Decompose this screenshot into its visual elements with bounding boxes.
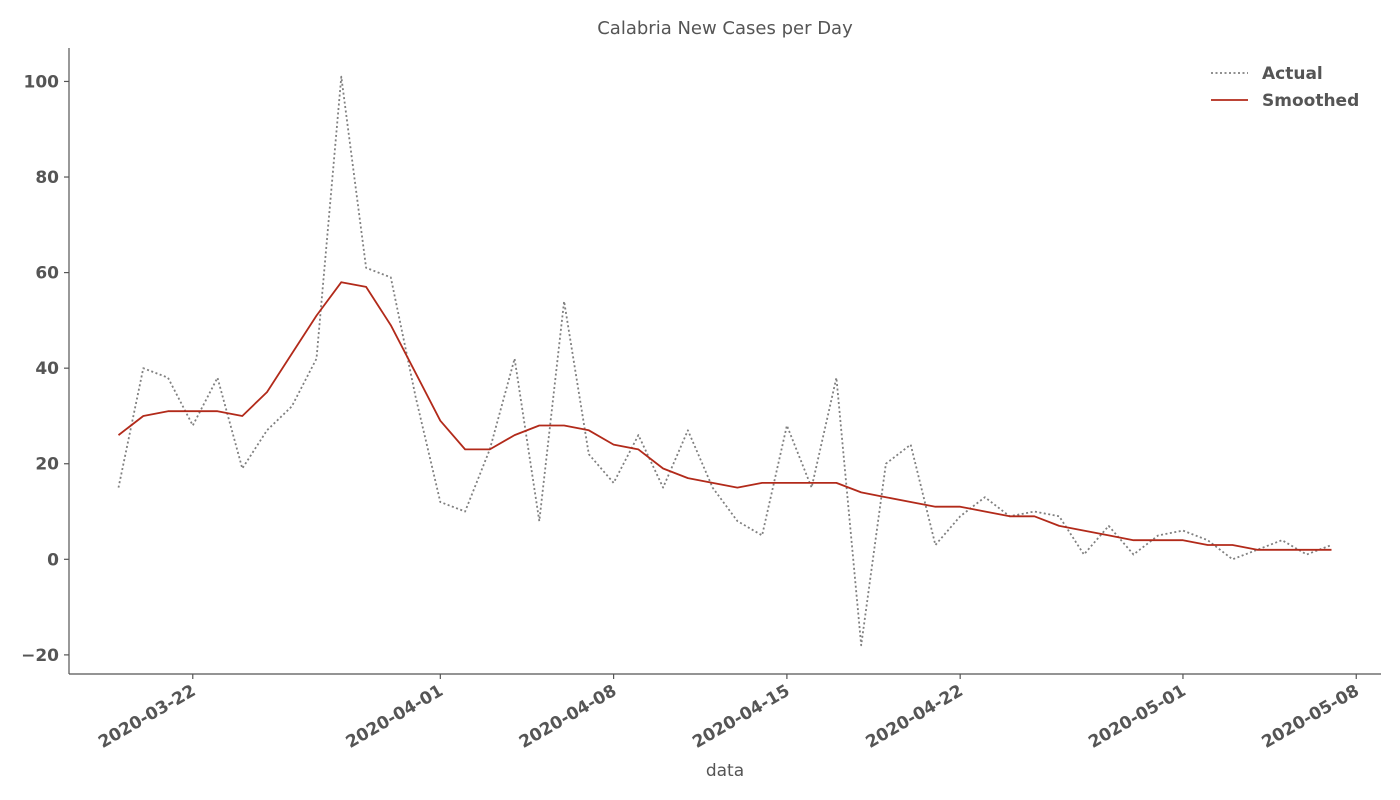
- legend-label-smoothed: Smoothed: [1262, 91, 1359, 111]
- x-axis-ticks: 2020-03-22 2020-04-01 2020-04-08 2020-04-15…: [95, 674, 1363, 753]
- chart-title: Calabria New Cases per Day: [597, 18, 853, 39]
- y-tick-label: 100: [24, 72, 60, 92]
- y-tick-label: −20: [21, 646, 59, 666]
- y-tick-label: 20: [35, 455, 59, 475]
- y-axis-ticks: −20 0 20 40 60 80 100: [21, 72, 69, 666]
- y-tick-label: 80: [35, 168, 59, 188]
- series-line-actual: [117, 75, 1332, 647]
- x-tick-label: 2020-04-08: [516, 681, 620, 753]
- legend: Actual Smoothed: [1211, 64, 1359, 111]
- plot-area: [117, 75, 1332, 647]
- x-tick-label: 2020-04-01: [343, 681, 447, 753]
- x-tick-label: 2020-03-22: [95, 681, 199, 753]
- x-tick-label: 2020-05-01: [1085, 681, 1189, 753]
- series-line-smoothed: [117, 281, 1332, 551]
- x-tick-label: 2020-04-15: [689, 681, 793, 753]
- x-tick-label: 2020-04-22: [862, 681, 966, 753]
- y-tick-label: 60: [35, 264, 59, 284]
- y-tick-label: 0: [47, 550, 59, 570]
- x-axis-label: data: [706, 761, 744, 781]
- x-tick-label: 2020-05-08: [1259, 681, 1363, 753]
- y-tick-label: 40: [35, 359, 59, 379]
- legend-label-actual: Actual: [1262, 64, 1323, 84]
